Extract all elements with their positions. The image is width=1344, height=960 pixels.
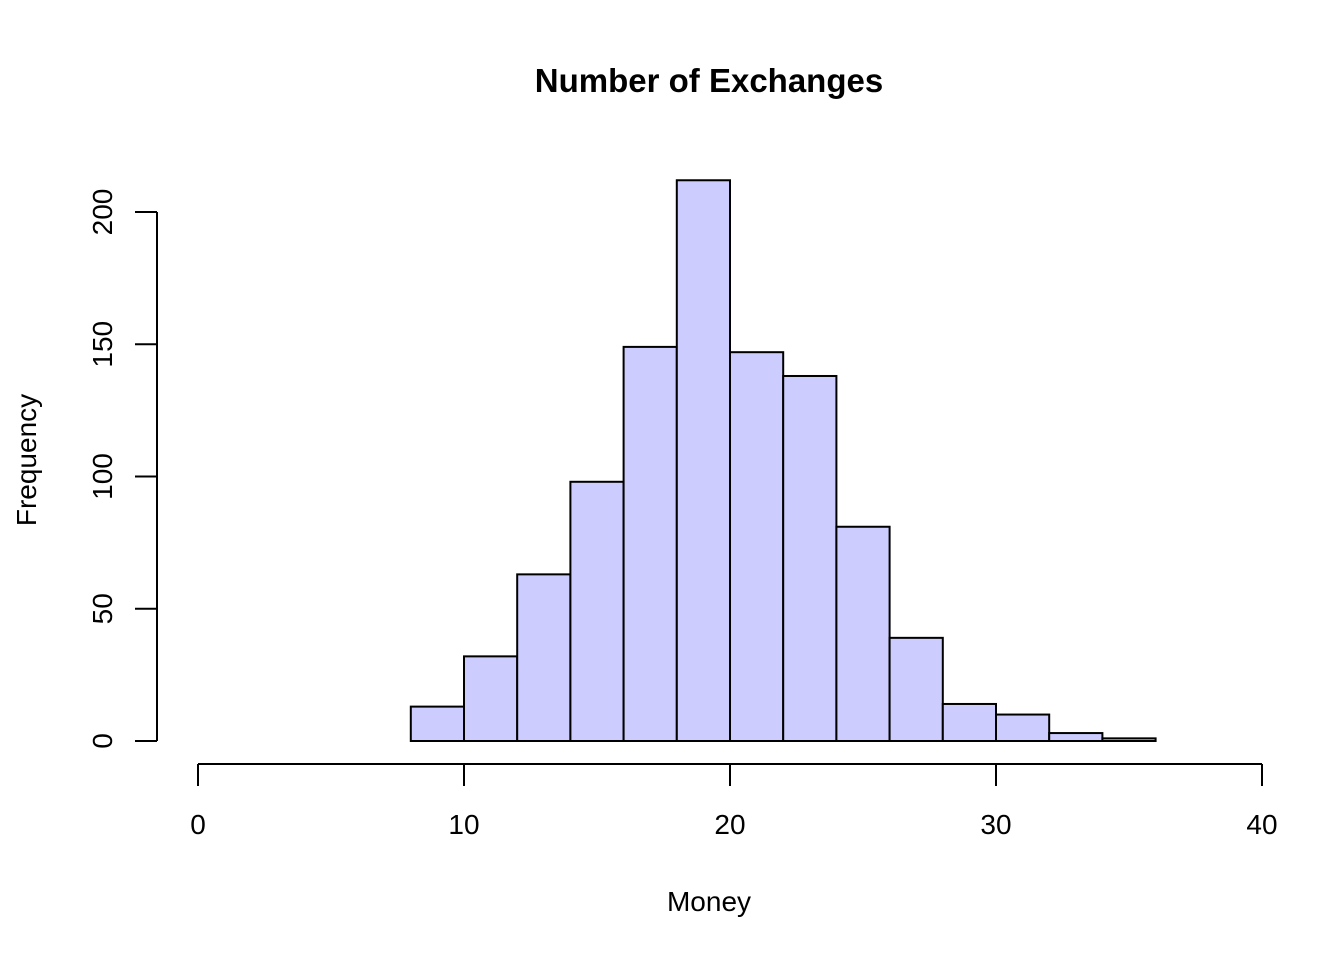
histogram-bar-34-36 — [1101, 737, 1157, 742]
y-axis-title: Frequency — [11, 394, 42, 526]
histogram-bar-10-12 — [463, 655, 519, 742]
y-tick-label-150: 150 — [87, 321, 118, 368]
y-tick-label-200: 200 — [87, 189, 118, 236]
histogram-bar-14-16 — [569, 480, 625, 742]
histogram-bar-12-14 — [516, 573, 572, 742]
y-tick-label-100: 100 — [87, 453, 118, 500]
x-tick-label-30: 30 — [980, 809, 1011, 840]
histogram-bar-32-34 — [1048, 732, 1104, 743]
y-tick-label-0: 0 — [87, 733, 118, 749]
histogram-bar-26-28 — [888, 636, 944, 742]
y-axis: 0 50 100 150 200 — [87, 189, 158, 749]
histogram-bar-18-20 — [675, 179, 731, 742]
x-tick-label-20: 20 — [714, 809, 745, 840]
x-axis-title: Money — [667, 886, 751, 917]
histogram-bar-30-32 — [995, 713, 1051, 742]
x-axis: 0 10 20 30 40 — [190, 763, 1278, 840]
chart-title: Number of Exchanges — [535, 62, 883, 99]
x-tick-label-0: 0 — [190, 809, 206, 840]
histogram-bar-28-30 — [941, 702, 997, 742]
bars-layer — [409, 179, 1157, 743]
histogram-bar-20-22 — [729, 351, 785, 742]
y-tick-label-50: 50 — [87, 593, 118, 624]
histogram-bar-16-18 — [622, 345, 678, 742]
histogram-bar-22-24 — [782, 374, 838, 742]
histogram-bar-8-10 — [409, 705, 465, 742]
x-tick-label-10: 10 — [448, 809, 479, 840]
x-tick-label-40: 40 — [1246, 809, 1277, 840]
histogram-bar-24-26 — [835, 525, 891, 742]
